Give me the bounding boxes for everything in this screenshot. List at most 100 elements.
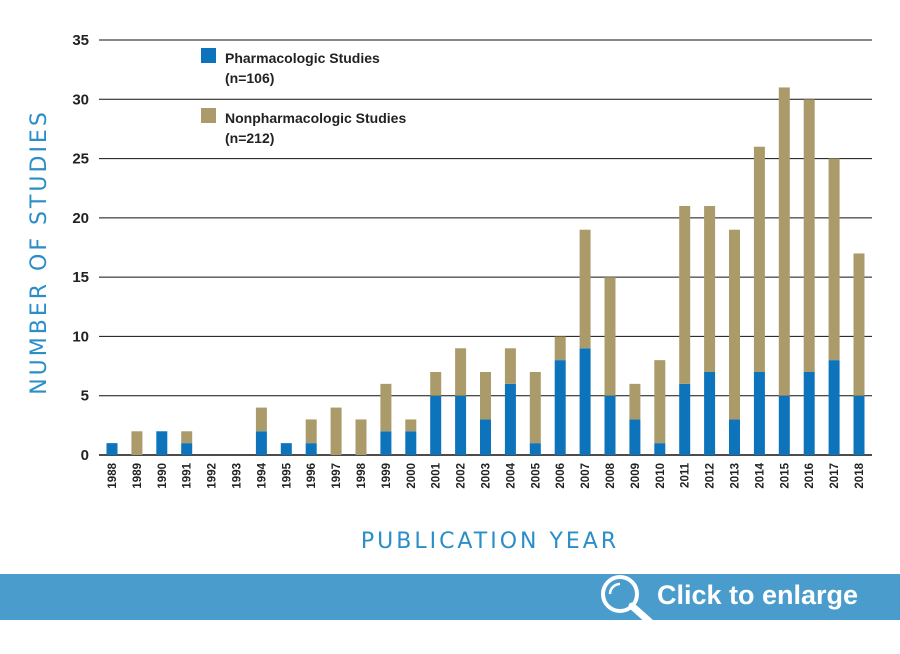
y-tick-label: 5 <box>81 388 89 405</box>
bar-nonpharmacologic <box>803 99 815 373</box>
bar-pharmacologic <box>255 431 267 455</box>
bar-nonpharmacologic <box>181 431 193 444</box>
x-tick-label: 1994 <box>256 462 268 488</box>
y-tick-label: 10 <box>72 328 89 345</box>
bar-nonpharmacologic <box>330 407 342 455</box>
x-tick-label: 2004 <box>505 462 517 488</box>
bar-nonpharmacologic <box>355 419 367 455</box>
legend-label-nonpharmacologic: Nonpharmacologic Studies <box>225 110 406 126</box>
bar-pharmacologic <box>704 372 716 455</box>
x-tick-label: 1995 <box>281 462 293 488</box>
bar-pharmacologic <box>305 443 317 455</box>
bar-nonpharmacologic <box>255 407 267 432</box>
bar-nonpharmacologic <box>504 348 516 384</box>
bar-nonpharmacologic <box>753 146 765 372</box>
bar-pharmacologic <box>480 419 491 455</box>
bar-nonpharmacologic <box>305 419 317 444</box>
bar-nonpharmacologic <box>828 158 840 361</box>
bar-pharmacologic <box>828 360 840 455</box>
bar-pharmacologic <box>579 348 591 455</box>
bar-nonpharmacologic <box>131 431 143 455</box>
bar-nonpharmacologic <box>729 229 740 420</box>
legend-swatch-nonpharmacologic <box>201 108 216 123</box>
x-tick-label: 1989 <box>132 463 144 489</box>
bar-nonpharmacologic <box>405 419 417 432</box>
legend-swatch-pharmacologic <box>201 48 216 63</box>
bar-nonpharmacologic <box>704 206 716 372</box>
bar-nonpharmacologic <box>430 372 442 396</box>
magnifier-icon <box>601 575 654 624</box>
x-tick-label: 1993 <box>232 463 244 489</box>
bar-pharmacologic <box>679 383 691 455</box>
bar-pharmacologic <box>504 383 516 455</box>
x-tick-label: 1990 <box>157 463 169 489</box>
bar-nonpharmacologic <box>455 348 467 396</box>
x-tick-label: 2018 <box>854 462 866 488</box>
bar-pharmacologic <box>455 395 467 455</box>
bar-nonpharmacologic <box>778 87 790 396</box>
legend-count-pharmacologic: (n=106) <box>225 70 274 86</box>
x-tick-label: 2003 <box>481 463 493 489</box>
bar-pharmacologic <box>529 443 541 455</box>
bar-nonpharmacologic <box>629 383 641 420</box>
bar-nonpharmacologic <box>604 277 616 396</box>
x-tick-label: 1999 <box>381 463 393 489</box>
y-axis-ticks: 0 5 10 15 20 25 30 35 <box>72 32 89 464</box>
x-tick-label: 2010 <box>655 463 667 489</box>
bar-nonpharmacologic <box>554 336 566 361</box>
bar-nonpharmacologic <box>579 229 591 349</box>
x-tick-label: 2015 <box>779 462 791 488</box>
click-to-enlarge-button[interactable]: Click to enlarge <box>0 574 900 624</box>
x-tick-label: 2002 <box>456 463 468 489</box>
y-axis-title: NUMBER OF STUDIES <box>27 109 52 395</box>
bar-pharmacologic <box>629 419 641 455</box>
bar-pharmacologic <box>604 395 616 455</box>
x-axis-ticks: 1988 1989 1990 1991 1992 1993 1994 1995 1996 1997… <box>107 462 866 488</box>
legend-count-nonpharmacologic: (n=212) <box>225 130 274 146</box>
bar-nonpharmacologic <box>380 383 392 432</box>
bars <box>106 87 865 455</box>
x-tick-label: 2012 <box>705 463 717 489</box>
legend-label-pharmacologic: Pharmacologic Studies <box>225 50 380 66</box>
x-axis-title: PUBLICATION YEAR <box>361 529 619 554</box>
click-to-enlarge-label: Click to enlarge <box>657 580 859 610</box>
bar-pharmacologic <box>156 431 168 455</box>
bar-pharmacologic <box>803 372 815 455</box>
bar-pharmacologic <box>380 431 392 455</box>
x-tick-label: 2017 <box>829 463 841 489</box>
x-tick-label: 1998 <box>356 462 368 488</box>
bar-nonpharmacologic <box>679 206 691 384</box>
y-tick-label: 30 <box>72 91 89 108</box>
bar-pharmacologic <box>853 395 865 455</box>
x-tick-label: 2007 <box>580 463 592 489</box>
bar-pharmacologic <box>430 395 442 455</box>
x-tick-label: 2005 <box>530 462 542 488</box>
legend: Pharmacologic Studies (n=106) Nonpharmac… <box>201 48 406 146</box>
bar-pharmacologic <box>106 443 118 455</box>
y-tick-label: 25 <box>72 151 89 168</box>
x-tick-label: 1992 <box>207 463 219 489</box>
bar-pharmacologic <box>654 443 666 455</box>
y-tick-label: 20 <box>72 210 89 227</box>
x-tick-label: 2006 <box>555 463 567 489</box>
x-tick-label: 1996 <box>306 463 318 489</box>
x-tick-label: 2013 <box>730 463 742 489</box>
bar-pharmacologic <box>753 372 765 455</box>
bar-pharmacologic <box>778 395 790 455</box>
bar-nonpharmacologic <box>529 372 541 444</box>
x-tick-label: 1991 <box>182 462 194 488</box>
bar-pharmacologic <box>280 443 292 455</box>
x-tick-label: 2008 <box>605 462 617 488</box>
bar-pharmacologic <box>554 360 566 455</box>
bar-pharmacologic <box>729 419 740 455</box>
x-tick-label: 1988 <box>107 462 119 488</box>
x-tick-label: 2001 <box>431 462 443 488</box>
x-tick-label: 2009 <box>630 463 642 489</box>
x-tick-label: 2014 <box>754 462 766 488</box>
bar-nonpharmacologic <box>853 253 865 396</box>
bar-nonpharmacologic <box>480 372 491 420</box>
bar-nonpharmacologic <box>654 360 666 444</box>
y-tick-label: 0 <box>81 447 89 464</box>
x-tick-label: 2000 <box>406 463 418 489</box>
bar-pharmacologic <box>181 443 193 455</box>
